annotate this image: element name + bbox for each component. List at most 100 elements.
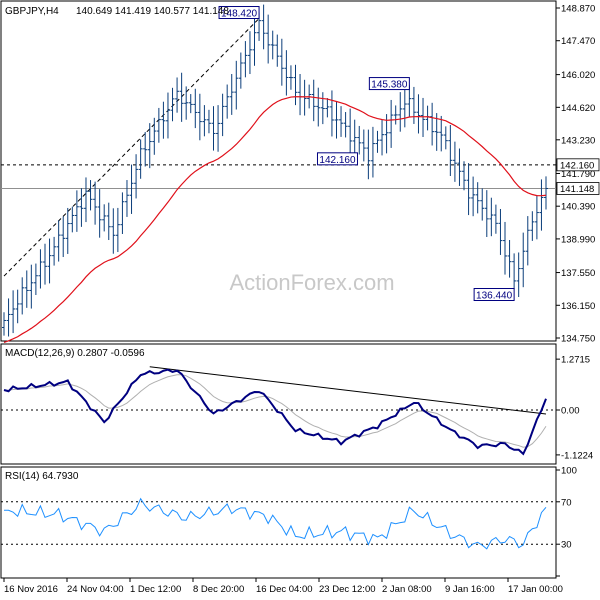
- price-level-tag: [556, 158, 600, 172]
- price-tick-label: 143.230: [561, 135, 595, 146]
- macd-trend-line: [149, 366, 547, 415]
- moving-average-line: [3, 96, 547, 344]
- ohlc-bar: [316, 87, 321, 127]
- price-annotation-box: [316, 152, 358, 166]
- price-tick-label: 137.550: [561, 268, 595, 279]
- ohlc-bar: [220, 93, 225, 137]
- price-annotation-label: 148.420: [221, 9, 258, 20]
- ohlc-bar: [375, 130, 380, 153]
- ohlc-bar: [475, 182, 480, 214]
- ohlc-bar: [56, 220, 61, 262]
- ohlc-bar: [457, 148, 462, 186]
- ohlc-bar: [20, 277, 25, 315]
- price-tick-label: 134.750: [561, 334, 595, 345]
- ohlc-bar: [370, 126, 375, 178]
- ohlc-bar: [402, 85, 407, 128]
- ohlc-bar: [293, 64, 298, 106]
- ohlc-bar: [138, 139, 143, 179]
- ohlc-bar: [348, 108, 353, 159]
- ohlc-bar: [52, 236, 57, 266]
- ohlc-bar: [320, 92, 325, 125]
- ohlc-bar: [29, 264, 34, 309]
- ohlc-bar: [120, 192, 125, 234]
- ohlc-bar: [111, 208, 116, 254]
- ohlc-bar: [288, 65, 293, 90]
- price-trend-line: [3, 18, 260, 277]
- ohlc-bar: [11, 290, 16, 334]
- price-tick-label: 136.150: [561, 301, 595, 312]
- price-level-tag-label: 141.148: [560, 184, 594, 195]
- price-tick-label: 148.870: [561, 4, 595, 15]
- rsi-layer: [1, 497, 556, 550]
- ohlc-bar: [243, 41, 248, 78]
- ohlc-bar: [216, 105, 221, 152]
- ohlc-bar: [175, 77, 180, 113]
- ohlc-bar: [234, 60, 239, 110]
- ohlc-bar: [389, 99, 394, 148]
- ohlc-bar: [311, 79, 316, 122]
- ohlc-bar: [484, 190, 489, 237]
- ohlc-bar: [507, 240, 512, 278]
- ohlc-bar: [184, 86, 189, 120]
- macd-tick-label: 0.00: [561, 406, 580, 417]
- price-tick-label: 140.390: [561, 202, 595, 213]
- chart-symbol: GBPJPY,H4: [5, 6, 59, 17]
- ohlc-bar: [411, 86, 416, 124]
- ohlc-bar: [443, 126, 448, 150]
- x-tick-label: 17 Jan 00:00: [508, 584, 563, 595]
- ohlc-bar: [398, 92, 403, 132]
- ohlc-bar: [42, 243, 47, 285]
- ohlc-bar: [430, 102, 435, 146]
- ohlc-bar: [79, 188, 84, 227]
- ohlc-bar: [147, 123, 152, 169]
- ohlc-bar: [361, 129, 366, 162]
- ohlc-bar: [197, 93, 202, 141]
- ohlc-bar: [516, 252, 521, 298]
- price-level-tag: [556, 182, 600, 195]
- ohlc-bar: [503, 221, 508, 275]
- x-tick-label: 23 Dec 12:00: [319, 584, 376, 595]
- ohlc-bar: [434, 113, 439, 151]
- ohlc-bar: [329, 90, 334, 137]
- x-tick-label: 8 Dec 20:00: [193, 584, 244, 595]
- ohlc-bar: [352, 119, 357, 159]
- ohlc-bar: [206, 109, 211, 134]
- x-tick-label: 9 Jan 16:00: [445, 584, 495, 595]
- ohlc-bar: [275, 34, 280, 67]
- ohlc-bar: [15, 289, 20, 324]
- price-level-tag-label: 142.160: [560, 160, 594, 171]
- ohlc-bar: [247, 31, 252, 75]
- ohlc-bar: [179, 72, 184, 122]
- ohlc-bar: [544, 176, 548, 210]
- ohlc-bar: [448, 124, 453, 177]
- ohlc-bar: [393, 105, 398, 125]
- ohlc-bar: [343, 112, 348, 138]
- ohlc-bar: [33, 263, 38, 295]
- ohlc-bar: [407, 85, 412, 118]
- ohlc-bar: [480, 188, 485, 221]
- ohlc-bar: [156, 107, 161, 143]
- ohlc-bar: [261, 4, 266, 50]
- x-tick-label: 16 Nov 2016: [4, 584, 58, 595]
- ohlc-bar: [202, 105, 207, 137]
- ohlc-bar: [165, 92, 170, 139]
- rsi-line: [3, 497, 547, 550]
- macd-panel: [0, 343, 557, 465]
- rsi-tick-label: 100: [561, 466, 577, 477]
- ohlc-bar: [143, 132, 148, 167]
- x-tick-label: 16 Dec 04:00: [256, 584, 313, 595]
- ohlc-bar: [106, 202, 111, 241]
- ohlc-bar: [170, 87, 175, 122]
- ohlc-bar: [493, 204, 498, 234]
- x-tick-label: 24 Nov 04:00: [67, 584, 124, 595]
- ohlc-bar: [530, 211, 535, 241]
- ohlc-bar: [70, 206, 75, 233]
- ohlc-bar: [471, 176, 476, 217]
- price-tick-label: 147.470: [561, 36, 595, 47]
- x-tick-label: 1 Dec 12:00: [130, 584, 181, 595]
- ohlc-bar: [334, 101, 339, 139]
- macd-tick-label: 1.2715: [561, 355, 590, 366]
- ohlc-bar: [525, 216, 530, 266]
- ohlc-bar: [462, 161, 467, 191]
